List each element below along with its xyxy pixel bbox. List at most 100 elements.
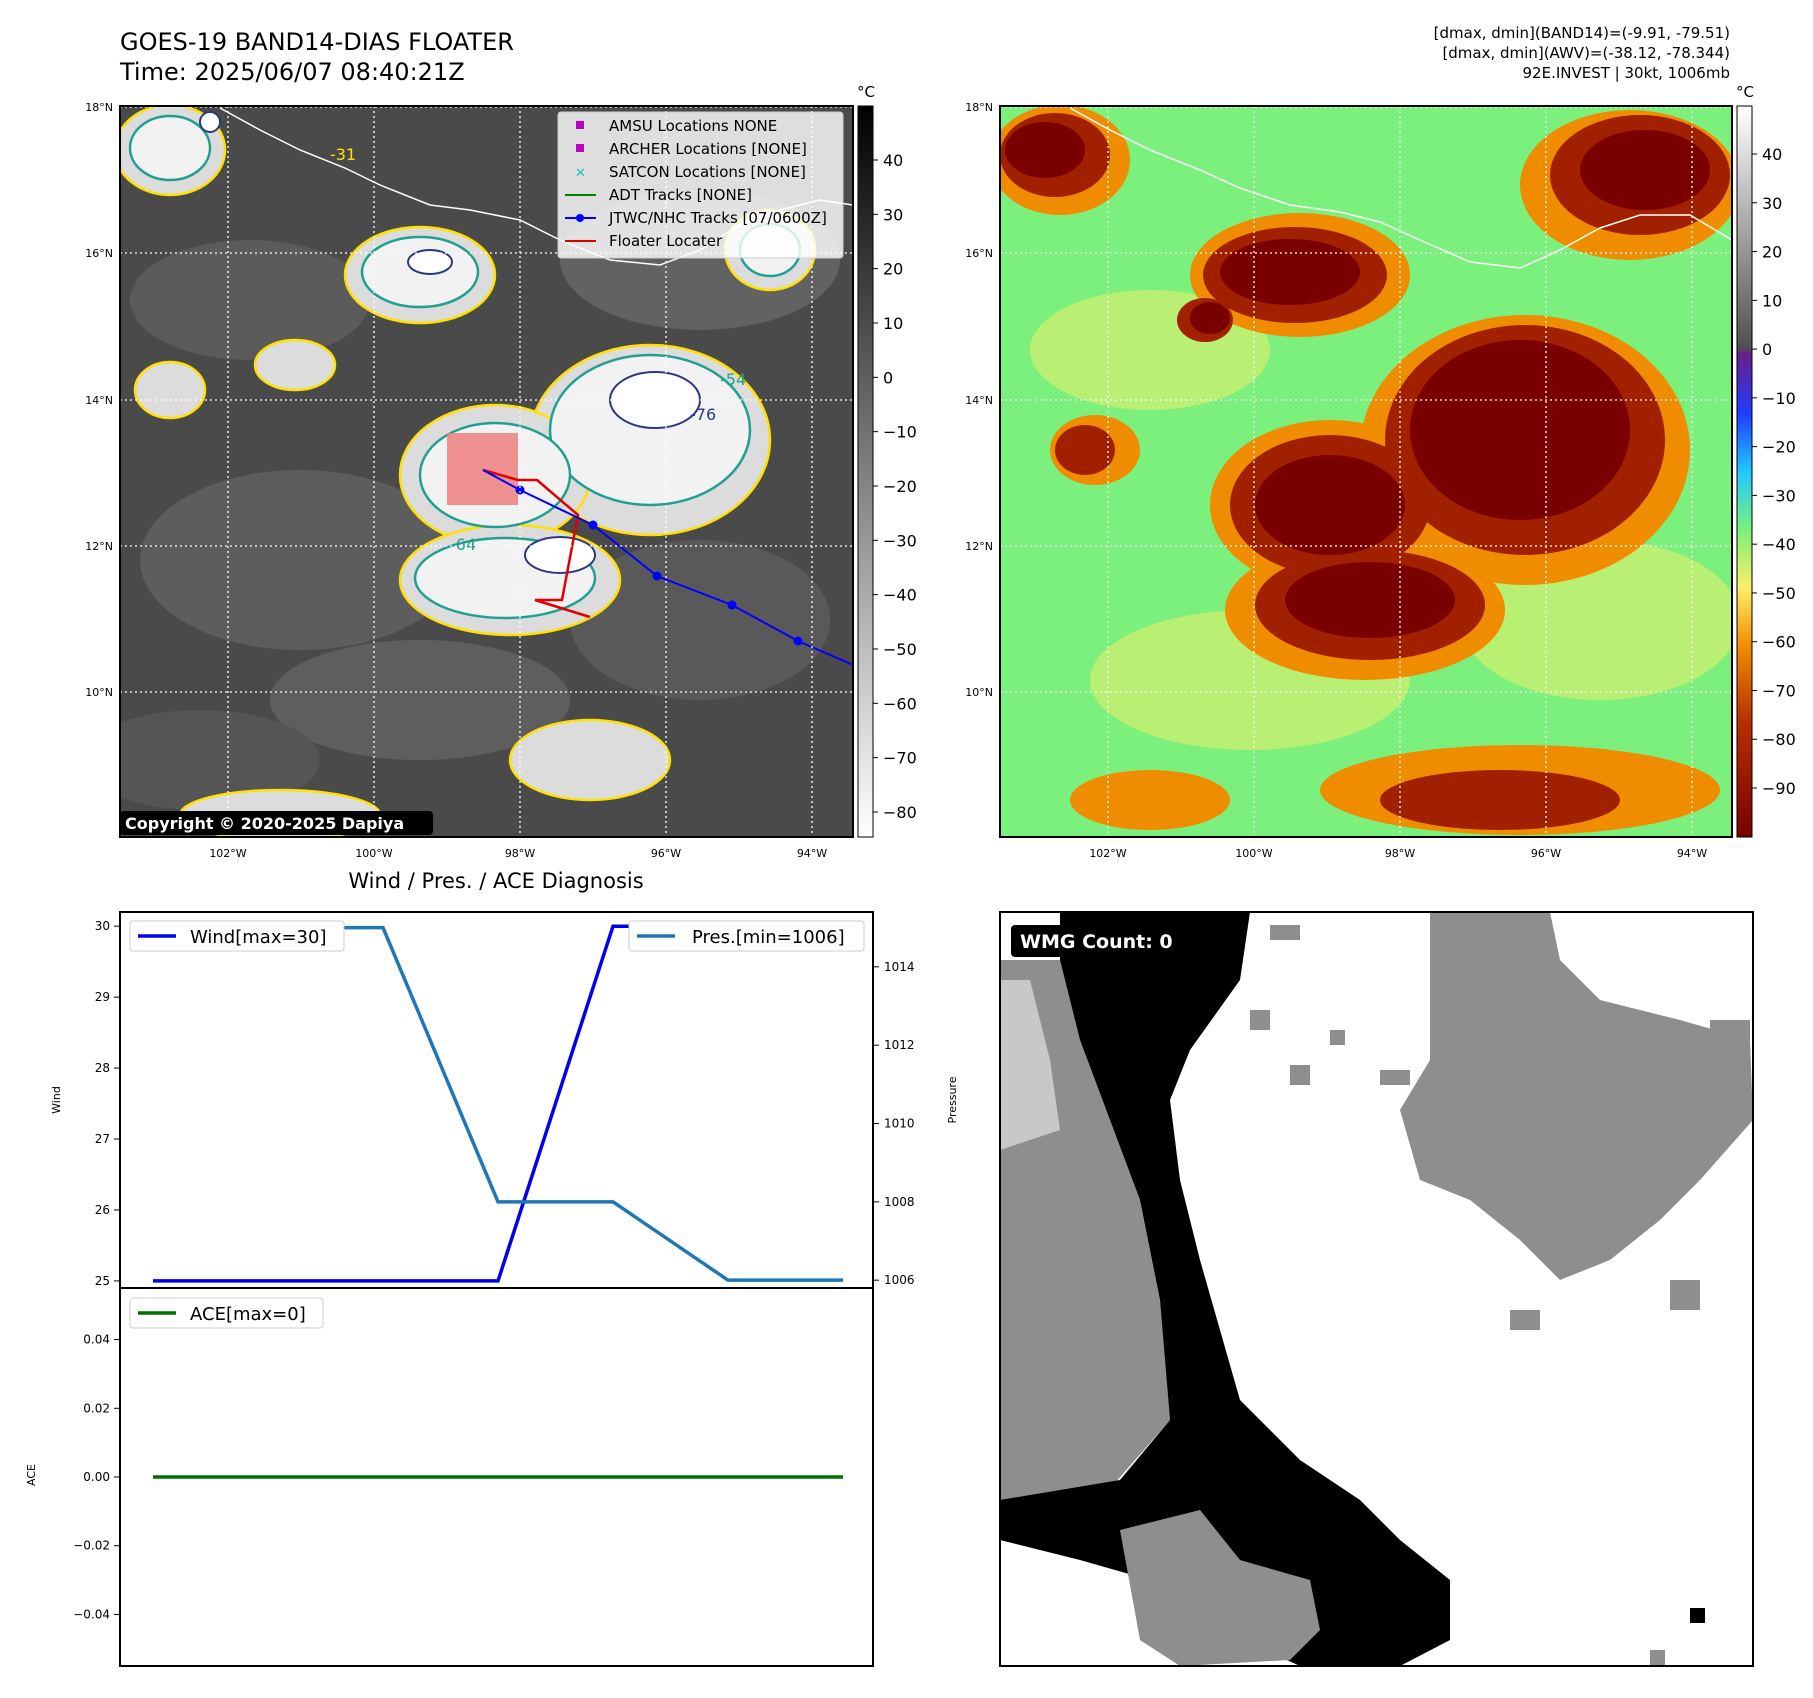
bd-cold-tops — [1000, 106, 1732, 835]
bd-colorbar-tick-label-5: −10 — [1762, 389, 1796, 408]
band14-colorbar-tick-label-8: −40 — [883, 586, 917, 605]
lon-label-102: 102°W — [209, 847, 246, 860]
wmg-left-light — [1000, 980, 1060, 1150]
pressure-y-tick-label-0: 1014 — [884, 960, 915, 974]
wmg-lower-gray — [1120, 1510, 1320, 1666]
legend-satcon-label: SATCON Locations [NONE] — [609, 163, 806, 181]
ace-y-tick-label-1: 0.02 — [83, 1401, 110, 1415]
ace-y-tick-label-3: −0.02 — [73, 1539, 110, 1553]
jtwc-track-points — [515, 485, 803, 646]
band14-colorbar-tick-label-5: −10 — [883, 423, 917, 442]
wmg-image — [1000, 912, 1753, 1666]
band14-colorbar-tick-label-6: −20 — [883, 477, 917, 496]
bd-colorbar — [1736, 105, 1753, 838]
band14-colorbar-tick-label-0: 40 — [883, 151, 903, 170]
ace-y-tick-label-4: −0.04 — [73, 1607, 110, 1621]
bd-lat-label-10: 10°N — [965, 686, 993, 699]
band14-colorbar-tick-label-10: −60 — [883, 694, 917, 713]
band14-colorbar-tick-label-11: −70 — [883, 749, 917, 768]
wind-axis-label: Wind — [50, 1086, 63, 1114]
lat-label-16: 16°N — [85, 247, 113, 260]
wmg-frame — [999, 911, 1754, 1667]
figure-time: Time: 2025/06/07 08:40:21Z — [119, 58, 465, 86]
band14-contour-labels: -31 -54 -64 -76 — [330, 145, 746, 554]
band14-colorbar-unit: °C — [857, 83, 875, 101]
bd-colorbar-tick-label-13: −90 — [1762, 779, 1796, 798]
wmg-scattered-pixels — [1250, 925, 1750, 1666]
bd-lon-label-94: 94°W — [1677, 847, 1707, 860]
band14-colorbar-tick-label-1: 30 — [883, 205, 903, 224]
bd-colorbar-tick-label-11: −70 — [1762, 681, 1796, 700]
bd-map — [1000, 106, 1732, 837]
ace-legend-label: ACE[max=0] — [190, 1304, 306, 1325]
band14-colorbar-ticks: 40 30 20 10 0 −10 −20 −30 −40 −50 −60 −70 −80 — [873, 151, 917, 822]
bd-lon-label-100: 100°W — [1235, 847, 1272, 860]
wind-y-tick-label-5: 25 — [95, 1274, 110, 1288]
pressure-series-line — [153, 925, 843, 1282]
wmg-count-badge — [1011, 925, 1191, 957]
wmg-right-gray — [1400, 912, 1753, 1280]
info-band14: [dmax, dmin](BAND14)=(-9.91, -79.51) — [1434, 24, 1730, 42]
ace-axis-label: ACE — [25, 1464, 38, 1486]
pressure-legend: Pres.[min=1006] — [628, 920, 865, 952]
legend-adt-label: ADT Tracks [NONE] — [609, 186, 752, 204]
pressure-y-tick-label-1: 1012 — [884, 1038, 915, 1052]
pressure-y-tick-label-4: 1006 — [884, 1273, 915, 1287]
bd-colorbar-tick-label-7: −30 — [1762, 486, 1796, 505]
copyright-badge — [120, 811, 433, 835]
lon-label-96: 96°W — [651, 847, 681, 860]
legend-amsu-marker — [576, 121, 584, 129]
band14-legend: AMSU Locations NONE ARCHER Locations [NO… — [557, 111, 844, 259]
legend-archer-label: ARCHER Locations [NONE] — [609, 140, 807, 158]
lat-label-10: 10°N — [85, 686, 113, 699]
info-awv: [dmax, dmin](AWV)=(-38.12, -78.344) — [1442, 44, 1730, 62]
legend-satcon-marker: ✕ — [575, 166, 586, 181]
lat-label-18: 18°N — [85, 101, 113, 114]
ace-legend: ACE[max=0] — [129, 1297, 324, 1329]
band14-frame — [119, 105, 854, 838]
band14-lat-labels: 18°N 16°N 14°N 12°N 10°N — [85, 101, 113, 699]
bd-lat-label-12: 12°N — [965, 540, 993, 553]
band14-colorbar — [857, 105, 874, 838]
legend-floater-label: Floater Locater — [609, 232, 723, 250]
contour-label-76: -76 — [690, 405, 716, 424]
legend-box — [557, 111, 844, 259]
bd-colorbar-tick-label-12: −80 — [1762, 730, 1796, 749]
legend-jtwc-label: JTWC/NHC Tracks [07/0600Z] — [608, 209, 827, 227]
ace-y-tick-label-0: 0.04 — [83, 1333, 110, 1347]
contour-label-64: -64 — [450, 535, 476, 554]
wind-y-tick-label-3: 27 — [95, 1132, 110, 1146]
wind-y-tick-label-2: 28 — [95, 1061, 110, 1075]
lon-label-98: 98°W — [505, 847, 535, 860]
lat-label-12: 12°N — [85, 540, 113, 553]
band14-colorbar-tick-label-9: −50 — [883, 640, 917, 659]
info-storm: 92E.INVEST | 30kt, 1006mb — [1523, 64, 1731, 82]
bd-colorbar-tick-label-4: 0 — [1762, 340, 1772, 359]
floater-box — [447, 433, 518, 505]
bd-colorbar-tick-label-2: 20 — [1762, 243, 1782, 262]
bd-colorbar-tick-label-3: 10 — [1762, 291, 1782, 310]
wind-legend-box — [129, 920, 345, 952]
wmg-dark-band — [1000, 912, 1450, 1666]
bd-colorbar-tick-label-9: −50 — [1762, 584, 1796, 603]
contour-label-54: -54 — [720, 370, 746, 389]
ace-legend-box — [129, 1297, 324, 1329]
band14-colorbar-tick-label-12: −80 — [883, 803, 917, 822]
wind-pres-axes — [119, 911, 874, 1289]
legend-amsu-label: AMSU Locations NONE — [609, 117, 777, 135]
copyright-text: Copyright © 2020-2025 Dapiya — [125, 814, 404, 833]
bd-frame — [999, 105, 1733, 838]
bd-colorbar-tick-label-6: −20 — [1762, 438, 1796, 457]
diagnosis-title: Wind / Pres. / ACE Diagnosis — [348, 869, 643, 893]
wind-series-line — [153, 924, 843, 1283]
lon-label-100: 100°W — [355, 847, 392, 860]
band14-colorbar-tick-label-2: 20 — [883, 260, 903, 279]
bd-colorbar-tick-label-10: −60 — [1762, 633, 1796, 652]
wind-legend: Wind[max=30] — [129, 920, 345, 952]
bd-lon-labels: 102°W 100°W 98°W 96°W 94°W — [1089, 847, 1707, 860]
contour-label-31: -31 — [330, 145, 356, 164]
band14-colorbar-tick-label-7: −30 — [883, 531, 917, 550]
legend-jtwc-dot — [576, 214, 584, 222]
